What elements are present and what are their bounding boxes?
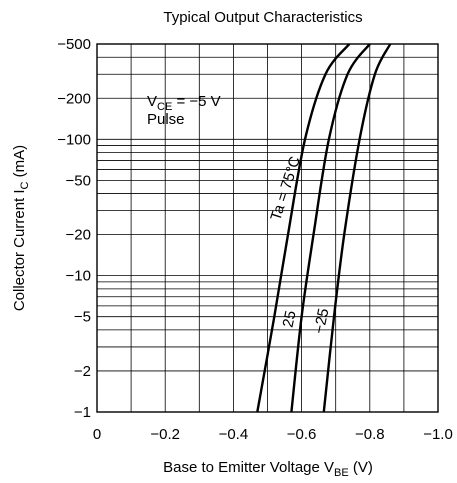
y-tick-label: −50	[66, 172, 91, 189]
x-tick-label: 0	[93, 426, 101, 443]
chart-title: Typical Output Characteristics	[163, 9, 362, 26]
y-axis-label-sub: C	[19, 181, 31, 189]
vce-condition: VCE = −5 V	[147, 93, 221, 113]
y-axis-label-main: Collector Current I	[11, 189, 28, 311]
series-label-1: 25	[280, 309, 300, 329]
series-curve-1	[290, 43, 371, 413]
grid	[96, 43, 439, 413]
series-curve-2	[322, 43, 392, 413]
y-axis-label: Collector Current IC (mA)	[11, 145, 31, 311]
series-labels: Ta = 75°C 25 −25	[267, 154, 332, 335]
series-curve-0	[256, 43, 351, 413]
x-axis-label-unit: (V)	[349, 459, 373, 476]
pulse-condition: Pulse	[147, 111, 185, 128]
x-tick-label: −0.2	[150, 426, 180, 443]
curves	[256, 43, 392, 413]
y-tick-label: −2	[74, 363, 91, 380]
y-tick-label: −1	[74, 404, 91, 421]
x-axis-label-main: Base to Emitter Voltage V	[163, 459, 334, 476]
x-tick-label: −1.0	[423, 426, 453, 443]
x-tick-label: −0.6	[287, 426, 317, 443]
y-axis-label-unit: (mA)	[11, 145, 28, 182]
y-tick-label: −5	[74, 309, 91, 326]
x-axis-label-sub: BE	[334, 467, 349, 479]
y-tick-label: −500	[57, 36, 91, 53]
vce-value: = −5 V	[172, 93, 220, 110]
vce-subscript: CE	[157, 101, 172, 113]
series-label-0: Ta = 75°C	[267, 154, 304, 223]
y-tick-label: −100	[57, 131, 91, 148]
x-tick-label: −0.8	[355, 426, 385, 443]
x-tick-label: −0.4	[219, 426, 249, 443]
series-label-2: −25	[311, 307, 333, 335]
tick-labels: 0 −0.2 −0.4 −0.6 −0.8 −1.0 −1 −2 −5 −10 −20 −50 −100…	[57, 36, 453, 443]
x-axis-label: Base to Emitter Voltage VBE (V)	[163, 459, 373, 479]
vce-symbol: V	[147, 93, 157, 110]
y-tick-label: −200	[57, 90, 91, 107]
plot-frame	[96, 43, 439, 413]
y-tick-label: −20	[66, 227, 91, 244]
y-tick-label: −10	[66, 268, 91, 285]
